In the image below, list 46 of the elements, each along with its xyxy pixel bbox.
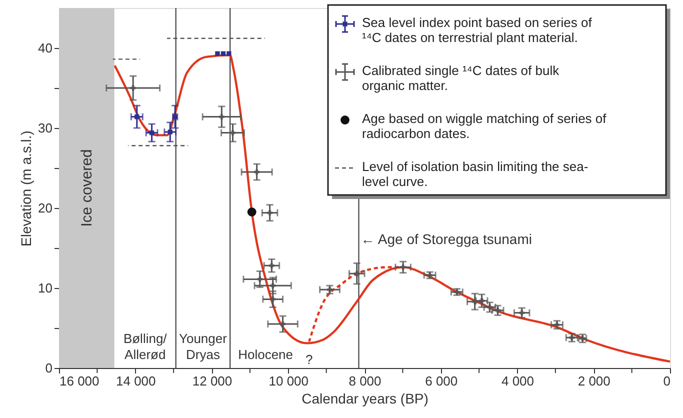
ref-line-label: ← Age of Storegga tsunami <box>360 231 532 248</box>
x-tick-label: 2 000 <box>578 374 610 388</box>
point <box>226 51 232 56</box>
point <box>220 51 226 56</box>
annotation: Holocene <box>238 347 294 362</box>
point <box>267 210 273 216</box>
point <box>268 262 274 268</box>
point <box>270 296 276 302</box>
annotation: Younger Dryas <box>178 331 228 362</box>
point <box>400 264 406 270</box>
point <box>354 270 360 276</box>
x-tick-label: 6 000 <box>425 374 458 388</box>
point <box>478 298 484 304</box>
y-tick-label: 10 <box>38 280 52 296</box>
legend-label: Level of isolation basin limiting the sea-level curve. <box>362 159 588 189</box>
band-label: Ice covered <box>78 149 96 227</box>
point <box>270 282 276 288</box>
legend-label: Sea level index point based on series of ¹⁴C dates on terrestrial plant material. <box>362 15 592 45</box>
x-tick-label: 16 000 <box>60 374 100 388</box>
y-tick-label: 0 <box>45 360 52 376</box>
point <box>168 130 172 134</box>
x-axis-title: Calendar years (BP) <box>302 390 428 406</box>
y-tick-label: 40 <box>38 40 52 56</box>
point <box>230 130 236 136</box>
x-tick-label: 12 000 <box>192 374 232 388</box>
point <box>280 321 286 327</box>
x-tick-label: 14 000 <box>116 374 156 388</box>
y-tick-label: 20 <box>38 200 52 216</box>
x-tick-label: 4 000 <box>501 374 534 388</box>
x-tick-label: 10 000 <box>268 374 309 388</box>
legend-label: Age based on wiggle matching of series of radiocarbon dates. <box>362 111 607 141</box>
point <box>134 114 140 120</box>
point <box>215 51 220 56</box>
annotation: Bølling/ Allerød <box>123 331 168 362</box>
x-tick-label: 8 000 <box>348 374 382 388</box>
point <box>472 298 478 304</box>
point <box>218 114 224 120</box>
legend-label: Calibrated single ¹⁴C dates of bulk organic matter. <box>362 63 560 93</box>
point <box>254 169 260 175</box>
x-tick-label: 0 <box>663 374 670 388</box>
y-axis-title: Elevation (m a.s.l.) <box>18 130 34 246</box>
point <box>149 130 154 136</box>
point <box>247 208 256 216</box>
y-tick-label: 30 <box>38 120 52 136</box>
point <box>257 276 263 282</box>
annotation: ? <box>306 352 313 367</box>
